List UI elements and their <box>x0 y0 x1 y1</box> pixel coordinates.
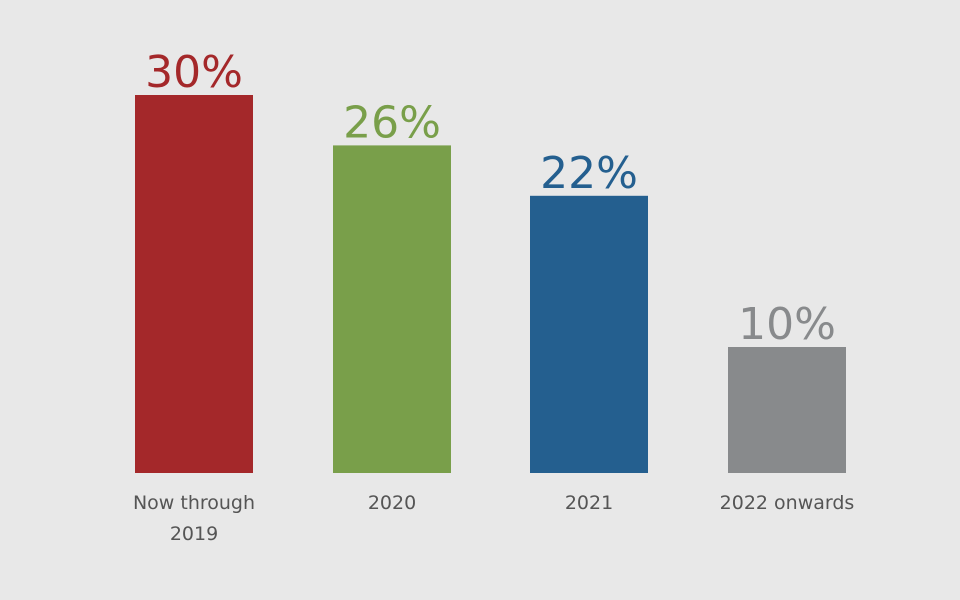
category-label-1-line-0: 2020 <box>368 492 416 514</box>
value-label-2: 22% <box>540 148 638 199</box>
bar-1 <box>333 145 451 473</box>
category-label-3-line-0: 2022 onwards <box>720 492 855 514</box>
value-label-3: 10% <box>738 299 836 350</box>
category-label-3: 2022 onwards <box>720 492 855 514</box>
value-label-1: 26% <box>343 97 441 148</box>
bar-3 <box>728 347 846 473</box>
bar-2 <box>530 195 648 474</box>
category-label-2-line-0: 2021 <box>565 492 613 514</box>
category-label-0: Now through 2019 <box>133 492 255 545</box>
category-label-0-line-0: Now through <box>133 492 255 514</box>
category-label-0-line-1: 2019 <box>170 523 218 545</box>
value-label-0: 30% <box>145 47 243 98</box>
category-label-1: 2020 <box>368 492 416 514</box>
bar-0 <box>135 95 253 473</box>
category-label-2: 2021 <box>565 492 613 514</box>
